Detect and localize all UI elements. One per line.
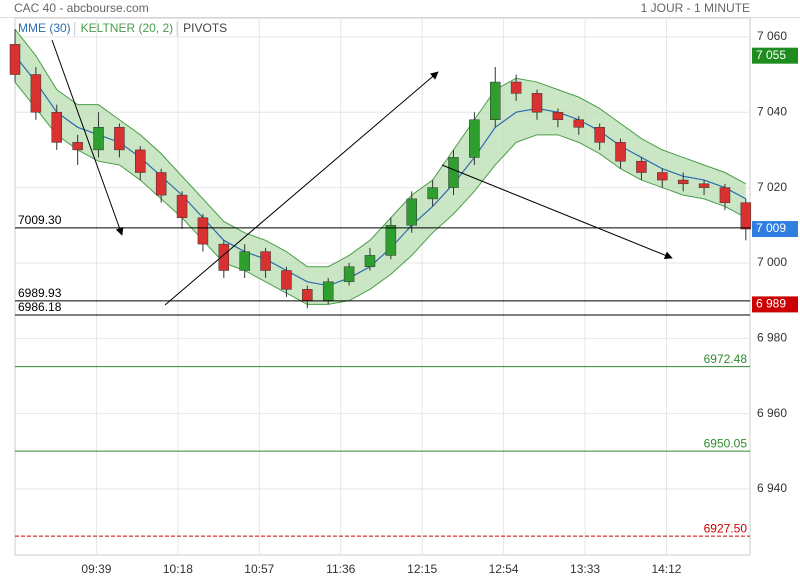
arrow xyxy=(51,39,124,236)
candle-body xyxy=(197,217,209,245)
x-tick-label: 10:57 xyxy=(244,562,274,576)
candle-body xyxy=(93,127,104,151)
arrow xyxy=(164,71,439,306)
pivot-label: 6927.50 xyxy=(704,521,748,535)
candle-body xyxy=(469,119,480,158)
candle-body xyxy=(594,127,605,143)
y-tick-label: 7 040 xyxy=(757,104,787,118)
y-tick-label: 6 980 xyxy=(757,330,787,344)
chart-title: CAC 40 - abcbourse.com xyxy=(14,1,149,15)
keltner-lower xyxy=(14,81,747,305)
candle-body xyxy=(239,251,250,271)
price-tag xyxy=(752,221,798,238)
candle-body xyxy=(677,179,689,185)
candle-body xyxy=(406,198,417,226)
candle-body xyxy=(364,255,376,267)
keltner-upper xyxy=(14,28,747,268)
y-tick-label: 7 020 xyxy=(757,180,787,194)
candle-body xyxy=(260,251,271,271)
candle-body xyxy=(322,281,334,301)
x-tick-label: 12:54 xyxy=(489,562,519,576)
chart-subtitle: 1 JOUR - 1 MINUTE xyxy=(641,1,750,15)
candle-body xyxy=(531,93,543,113)
x-tick-label: 09:39 xyxy=(81,562,111,576)
legend-entry: MME (30) xyxy=(18,21,71,35)
x-tick-label: 10:18 xyxy=(163,562,193,576)
candle-body xyxy=(448,157,459,188)
candle-body xyxy=(302,289,313,301)
legend-entry: PIVOTS xyxy=(183,21,227,35)
plot-area xyxy=(14,17,751,556)
pivot-label: 7009.30 xyxy=(18,213,62,227)
candle-body xyxy=(155,172,167,196)
pivot-label: 6986.18 xyxy=(18,300,62,314)
y-tick-label: 7 060 xyxy=(757,29,787,43)
candle-body xyxy=(615,142,626,162)
price-tag-label: 7 009 xyxy=(756,221,786,235)
price-tag-label: 6 989 xyxy=(756,297,786,311)
pivot-label: 6972.48 xyxy=(704,352,748,366)
candle-body xyxy=(30,74,42,113)
candle-body xyxy=(218,243,230,271)
candle-body xyxy=(114,127,125,151)
candle-body xyxy=(657,172,668,181)
x-tick-label: 12:15 xyxy=(407,562,437,576)
candle-body xyxy=(427,187,438,200)
pivot-label: 6989.93 xyxy=(18,286,62,300)
pivot-label: 6950.05 xyxy=(704,436,748,450)
candle-body xyxy=(552,111,564,120)
price-tag xyxy=(752,47,798,64)
candle-body xyxy=(510,81,522,94)
price-tag xyxy=(752,296,798,313)
candle-body xyxy=(698,183,710,188)
candle-body xyxy=(385,225,397,256)
x-tick-label: 11:36 xyxy=(326,562,355,576)
candle-body xyxy=(636,160,647,173)
candle-body xyxy=(72,142,83,151)
candle-body xyxy=(343,266,355,283)
candle-body xyxy=(9,44,21,75)
candle-body xyxy=(719,187,731,203)
legend-entry: KELTNER (20, 2) xyxy=(81,21,173,35)
candle-body xyxy=(176,194,188,218)
x-tick-label: 13:33 xyxy=(570,562,600,576)
candle-body xyxy=(740,202,752,230)
arrow xyxy=(441,164,673,260)
keltner-band xyxy=(15,29,746,305)
price-tag-label: 7 055 xyxy=(756,48,786,62)
candle-body xyxy=(135,149,146,173)
candle-body xyxy=(51,111,63,143)
candle-body xyxy=(281,270,292,290)
y-tick-label: 6 960 xyxy=(757,406,787,420)
y-tick-label: 6 940 xyxy=(757,481,787,495)
candle-body xyxy=(573,119,585,128)
x-tick-label: 14:12 xyxy=(651,562,681,576)
candle-body xyxy=(490,81,501,120)
y-tick-label: 7 000 xyxy=(757,255,787,269)
